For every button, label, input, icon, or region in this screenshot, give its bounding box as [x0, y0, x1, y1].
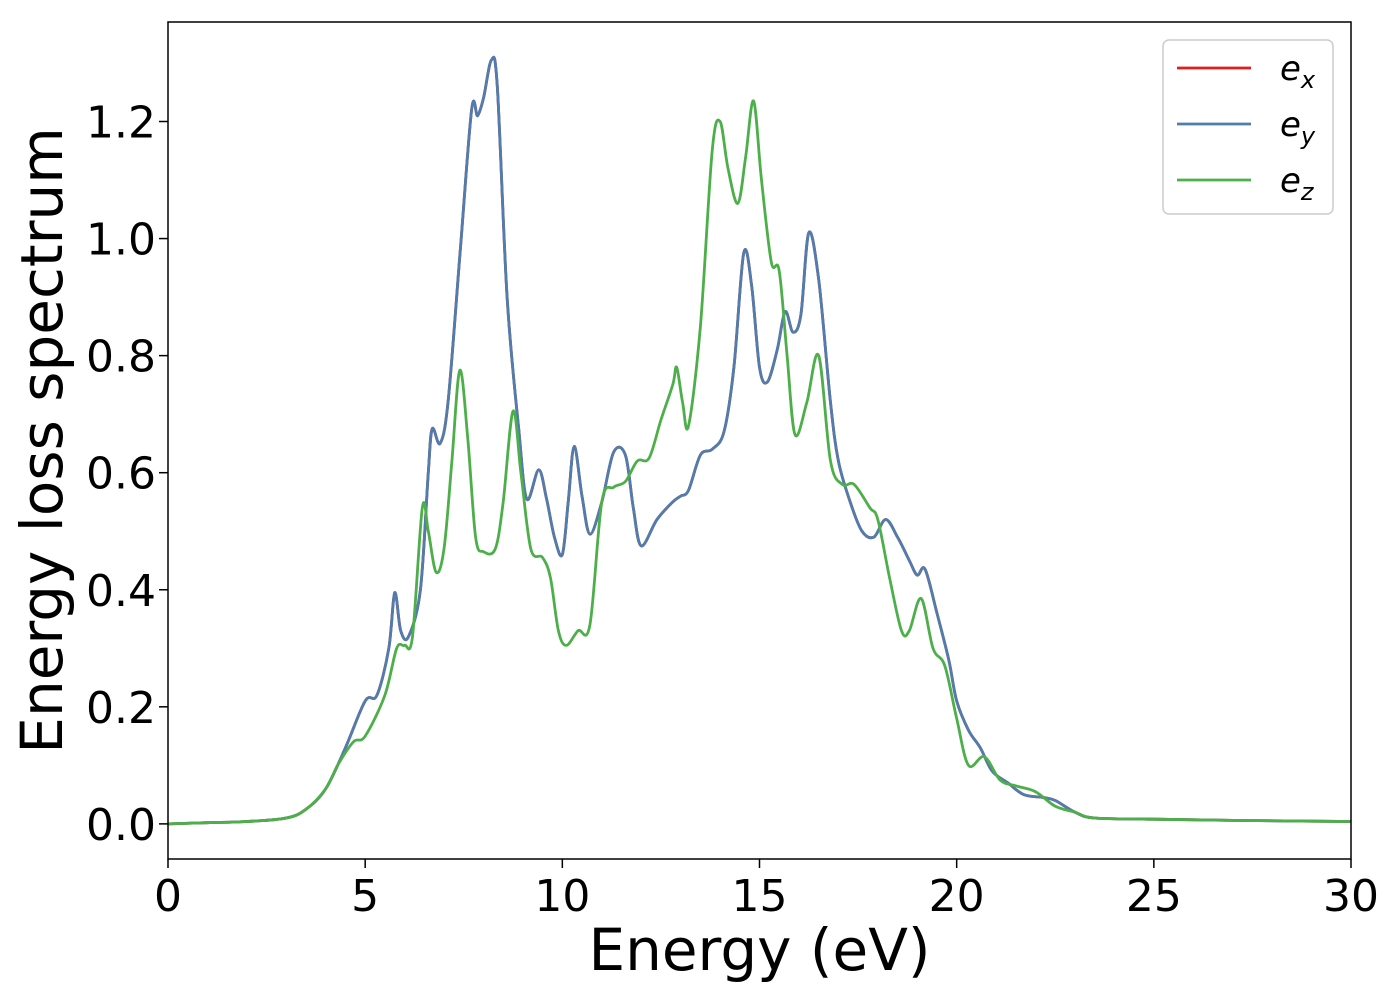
y-tick-label: 0.2 [86, 683, 156, 734]
y-tick-label: 0.0 [86, 800, 156, 851]
y-tick-label: 1.0 [86, 215, 156, 266]
legend-label-z: ez [1280, 161, 1315, 206]
y-tick-label: 0.4 [86, 566, 156, 617]
x-tick-label: 5 [351, 871, 379, 922]
series-layer [167, 55, 1352, 826]
y-axis-title: Energy loss spectrum [8, 127, 76, 753]
x-tick-label: 25 [1126, 871, 1182, 922]
legend-label-x: ex [1280, 49, 1316, 94]
series-line-y [167, 55, 1352, 826]
x-axis-title: Energy (eV) [588, 916, 930, 984]
x-axis: 0 5 10 15 20 25 30 [154, 859, 1379, 922]
x-tick-label: 15 [732, 871, 788, 922]
legend: ex ey ez [1162, 39, 1334, 215]
x-tick-label: 0 [154, 871, 182, 922]
y-axis: 0.0 0.2 0.4 0.6 0.8 1.0 1.2 [86, 98, 168, 851]
y-tick-label: 0.8 [86, 332, 156, 383]
x-tick-label: 30 [1323, 871, 1379, 922]
x-tick-label: 20 [929, 871, 985, 922]
legend-label-y: ey [1280, 105, 1316, 150]
y-tick-label: 0.6 [86, 449, 156, 500]
y-tick-label: 1.2 [86, 98, 156, 149]
x-tick-label: 10 [534, 871, 590, 922]
series-line-z [167, 99, 1352, 826]
legend-box [1162, 39, 1334, 215]
